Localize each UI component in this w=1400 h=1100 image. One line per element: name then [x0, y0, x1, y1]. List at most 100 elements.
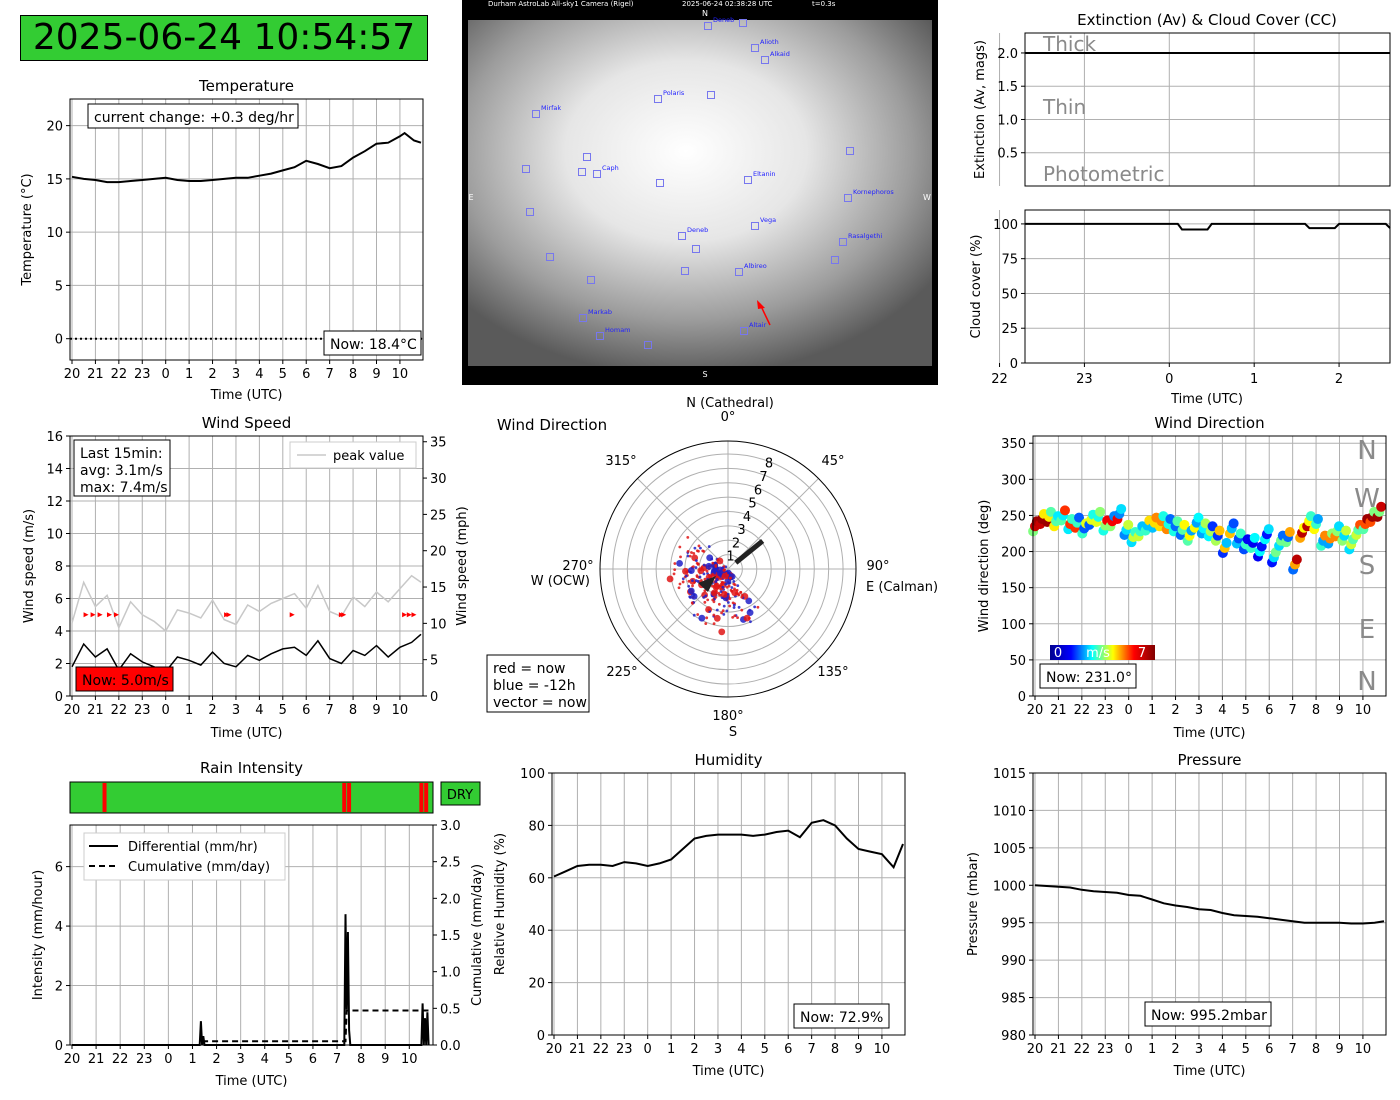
- rain-wet-marker: [102, 783, 107, 812]
- y-tick-label: 1000: [993, 879, 1026, 894]
- polar-scatter-point: [714, 561, 717, 565]
- star-marker: [678, 232, 686, 240]
- x-tick-label: 2: [1171, 1042, 1179, 1057]
- x-tick-label: 23: [1097, 703, 1114, 718]
- x-tick-label: 5: [279, 703, 287, 718]
- x-tick-label: 8: [1312, 703, 1320, 718]
- wind-speed-stats-text: max: 7.4m/s: [80, 480, 168, 496]
- extinction-band-label: Photometric: [1043, 162, 1164, 186]
- rain-y2label: Cumulative (mm/day): [470, 864, 485, 1006]
- sky-camera-exposure: t=0.3s: [812, 0, 836, 8]
- y-tick-label: 150: [1001, 582, 1026, 597]
- polar-scatter-point: [723, 568, 727, 572]
- x-tick-label: 9: [1335, 703, 1343, 718]
- y-tick-label: 25: [1001, 322, 1018, 337]
- polar-scatter-point: [740, 608, 744, 612]
- y-tick-label: 15: [46, 173, 63, 188]
- y2-tick-label: 5: [430, 654, 438, 669]
- y-tick-label: 20: [528, 977, 545, 992]
- polar-scatter-point: [733, 614, 737, 618]
- x-tick-label: 20: [64, 367, 81, 382]
- star-label: Deneb: [713, 16, 734, 24]
- polar-scatter-point: [704, 594, 708, 598]
- polar-spoke: [637, 478, 729, 570]
- wind-alert-marker: [106, 612, 112, 618]
- polar-scatter-point: [721, 582, 725, 585]
- polar-scatter-point: [719, 590, 723, 593]
- polar-scatter-point: [704, 622, 708, 625]
- polar-scatter-point: [705, 562, 713, 570]
- extinction-frame: [1024, 32, 1391, 187]
- polar-scatter-point: [731, 615, 735, 619]
- polar-scatter-point: [714, 565, 718, 568]
- wind-dir-point: [1263, 524, 1274, 535]
- cloud-cover-xlabel: Time (UTC): [1170, 392, 1243, 407]
- y-tick-label: 200: [1001, 546, 1026, 561]
- sky-camera-image: [468, 20, 932, 366]
- x-tick-label: 1: [185, 367, 193, 382]
- polar-scatter-point: [739, 591, 743, 594]
- polar-scatter-point: [725, 609, 729, 613]
- wind-polar-legend-text: vector = now: [493, 695, 587, 711]
- polar-scatter-point: [692, 613, 696, 617]
- polar-scatter-point: [722, 612, 726, 616]
- y2-tick-label: 0.0: [440, 1039, 461, 1054]
- polar-compass-north: N (Cathedral): [686, 396, 774, 411]
- y-tick-label: 300: [1001, 473, 1026, 488]
- polar-angle-label: 180°: [712, 709, 743, 724]
- star-label: Alkaid: [770, 50, 790, 58]
- polar-scatter-point: [697, 544, 701, 548]
- y2-tick-label: 2.0: [440, 892, 461, 907]
- x-tick-label: 1: [185, 703, 193, 718]
- pressure-xlabel: Time (UTC): [1173, 1064, 1246, 1079]
- wind-alert-marker: [406, 612, 412, 618]
- y-tick-label: 10: [46, 528, 63, 543]
- wind-alert-marker: [83, 612, 89, 618]
- x-tick-label: 1: [1148, 703, 1156, 718]
- polar-angle-label: 90°: [866, 559, 889, 574]
- x-tick-label: 21: [569, 1042, 586, 1057]
- colorbar-min-label: 0: [1054, 646, 1062, 661]
- x-tick-label: 2: [1171, 703, 1179, 718]
- polar-scatter-point: [726, 592, 730, 596]
- y-tick-label: 1.5: [997, 80, 1018, 95]
- colorbar-unit-label: m/s: [1086, 646, 1110, 661]
- polar-scatter-point: [728, 604, 732, 608]
- y2-tick-label: 1.0: [440, 966, 461, 981]
- star-label: Altair: [749, 321, 767, 329]
- star-marker: [587, 276, 595, 284]
- star-label: Homam: [605, 326, 631, 334]
- y2-tick-label: 10: [430, 617, 447, 632]
- star-marker: [583, 153, 591, 161]
- polar-scatter-point: [720, 611, 723, 615]
- polar-scatter-point: [710, 557, 714, 561]
- polar-scatter-point: [690, 551, 693, 554]
- extinction-ylabel: Extinction (Av, mags): [973, 40, 988, 179]
- polar-scatter-point: [732, 582, 736, 586]
- wind-dir-point: [1284, 527, 1295, 538]
- polar-scatter-point: [678, 545, 682, 549]
- y-tick-label: 60: [528, 872, 545, 887]
- polar-angle-label: 270°: [562, 559, 593, 574]
- wind-dir-time-ylabel: Wind direction (deg): [977, 500, 992, 633]
- polar-scatter-point: [747, 616, 751, 620]
- timestamp-banner: 2025-06-24 10:54:57: [20, 15, 428, 61]
- star-marker: [751, 44, 759, 52]
- y-tick-label: 75: [1001, 253, 1018, 268]
- x-tick-label: 0: [1125, 1042, 1133, 1057]
- star-label: Vega: [760, 216, 776, 224]
- polar-scatter-point: [690, 592, 698, 600]
- star-marker: [839, 238, 847, 246]
- y-tick-label: 100: [1001, 618, 1026, 633]
- polar-scatter-point: [699, 546, 702, 550]
- polar-scatter-point: [686, 554, 690, 558]
- star-label: Mirfak: [541, 104, 561, 112]
- polar-scatter-point: [712, 591, 716, 595]
- x-tick-label: 7: [808, 1042, 816, 1057]
- star-label: Rasalgethi: [848, 232, 882, 240]
- x-tick-label: 0: [162, 367, 170, 382]
- polar-scatter-point: [736, 584, 740, 588]
- y-tick-label: 1015: [993, 767, 1026, 782]
- wind-speed-now-box: [75, 666, 174, 692]
- x-tick-label: 3: [1195, 703, 1203, 718]
